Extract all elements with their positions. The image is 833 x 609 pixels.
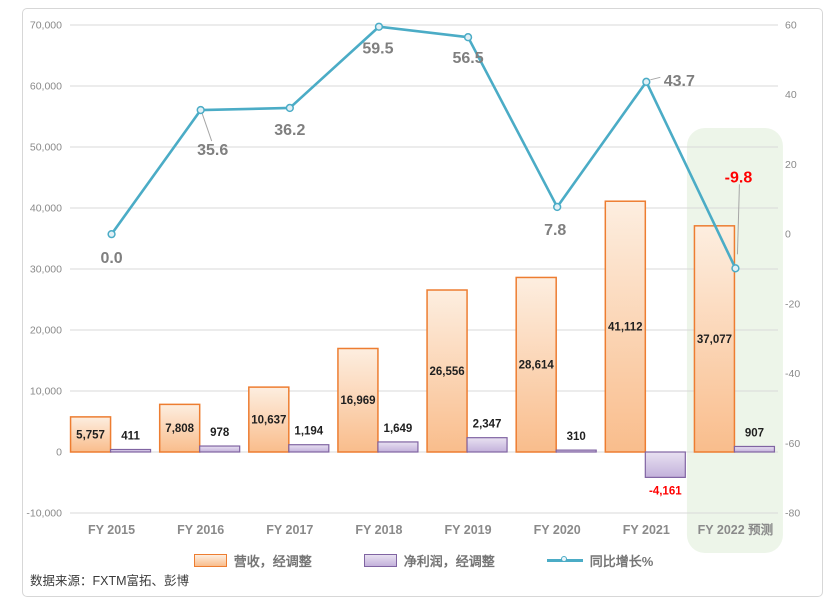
left-axis-tick-label: 60,000 <box>30 81 62 93</box>
net-profit-bar <box>466 437 508 453</box>
right-axis-tick-label: -60 <box>785 438 800 450</box>
revenue-bar <box>604 200 647 453</box>
right-axis-tick-label: -40 <box>785 368 800 380</box>
category-label: FY 2018 <box>355 523 402 537</box>
right-axis-tick-label: 60 <box>785 20 797 32</box>
category-label: FY 2015 <box>88 523 135 537</box>
revenue-bar <box>337 347 379 453</box>
right-axis-tick-label: 0 <box>785 229 791 241</box>
right-axis-tick-label: 40 <box>785 89 797 101</box>
left-axis-tick-label: 70,000 <box>30 20 62 32</box>
right-axis-tick-label: -20 <box>785 298 800 310</box>
revenue-value-label: 41,112 <box>608 322 643 334</box>
revenue-bar <box>158 403 201 453</box>
revenue-value-label: 16,969 <box>340 395 375 407</box>
revenue-bar <box>515 276 557 453</box>
net-profit-bar <box>555 449 597 453</box>
net-profit-swatch-icon <box>363 553 397 567</box>
net-profit-bar <box>288 444 330 453</box>
left-axis-tick-label: 40,000 <box>30 203 62 215</box>
left-axis-tick-label: 20,000 <box>30 325 62 337</box>
category-label: FY 2022 预测 <box>698 522 774 537</box>
label-leader-line <box>736 184 740 255</box>
revenue-bar <box>426 289 468 453</box>
growth-value-label: 43.7 <box>664 73 695 90</box>
category-label: FY 2020 <box>534 523 581 537</box>
right-axis-tick-label: 20 <box>785 159 797 171</box>
growth-line-icon <box>546 554 583 567</box>
revenue-value-label: 10,637 <box>251 415 286 427</box>
revenue-bar <box>69 416 112 453</box>
revenue-value-label: 5,757 <box>76 429 105 441</box>
revenue-value-label: 26,556 <box>429 366 464 378</box>
net-profit-bar <box>733 445 776 453</box>
revenue-swatch-icon <box>193 553 227 567</box>
growth-marker <box>553 202 562 212</box>
net-profit-value-label: 411 <box>121 430 140 442</box>
growth-marker <box>107 229 116 239</box>
left-axis-tick-label: 0 <box>56 447 62 459</box>
growth-value-label: -9.8 <box>725 169 753 186</box>
net-profit-bar <box>199 445 241 453</box>
net-profit-value-label: -4,161 <box>649 485 682 497</box>
growth-value-label: 36.2 <box>274 122 305 139</box>
left-axis-tick-label: -10,000 <box>26 508 62 520</box>
category-label: FY 2021 <box>623 523 670 537</box>
left-axis-tick-label: 50,000 <box>30 142 62 154</box>
growth-marker <box>285 103 294 113</box>
category-label: FY 2016 <box>177 523 224 537</box>
legend-item-growth: 同比增长% <box>546 551 654 570</box>
revenue-value-label: 37,077 <box>697 334 732 346</box>
right-axis-tick-label: -80 <box>785 508 800 520</box>
growth-marker <box>374 22 384 31</box>
legend-item-netprofit: 净利润，经调整 <box>363 551 495 570</box>
revenue-value-label: 7,808 <box>165 423 194 435</box>
revenue-value-label: 28,614 <box>519 360 555 372</box>
left-axis-tick-label: 10,000 <box>30 386 62 398</box>
growth-marker <box>731 264 740 273</box>
net-profit-bar <box>644 451 686 478</box>
legend: 营收，经调整 净利润，经调整 同比增长% <box>67 549 780 571</box>
net-profit-bar <box>377 441 419 453</box>
net-profit-value-label: 2,347 <box>473 419 502 431</box>
growth-value-label: 59.5 <box>362 41 393 58</box>
growth-value-label: 0.0 <box>100 250 122 267</box>
growth-value-label: 56.5 <box>452 50 483 67</box>
label-leader-line <box>650 76 661 81</box>
legend-label: 营收，经调整 <box>233 553 312 569</box>
growth-marker <box>463 33 473 42</box>
growth-value-label: 35.6 <box>197 142 228 159</box>
net-profit-value-label: 1,649 <box>384 423 413 435</box>
net-profit-value-label: 1,194 <box>294 426 323 438</box>
label-leader-line <box>201 113 213 142</box>
legend-label: 同比增长% <box>589 553 654 569</box>
legend-label: 净利润，经调整 <box>403 553 495 569</box>
legend-item-revenue: 营收，经调整 <box>193 551 312 570</box>
revenue-bar <box>248 386 290 453</box>
growth-marker <box>642 77 651 86</box>
net-profit-value-label: 310 <box>567 431 586 443</box>
net-profit-value-label: 907 <box>745 427 764 439</box>
revenue-bar <box>693 225 736 453</box>
net-profit-value-label: 978 <box>210 427 230 439</box>
growth-line <box>110 25 737 270</box>
category-label: FY 2019 <box>445 523 492 537</box>
category-label: FY 2017 <box>266 523 313 537</box>
growth-marker <box>196 105 205 115</box>
left-axis-tick-label: 30,000 <box>30 264 62 276</box>
net-profit-bar <box>109 448 152 453</box>
source-note: 数据来源：FXTM富拓、彭博 <box>30 574 190 588</box>
growth-value-label: 7.8 <box>544 222 566 239</box>
